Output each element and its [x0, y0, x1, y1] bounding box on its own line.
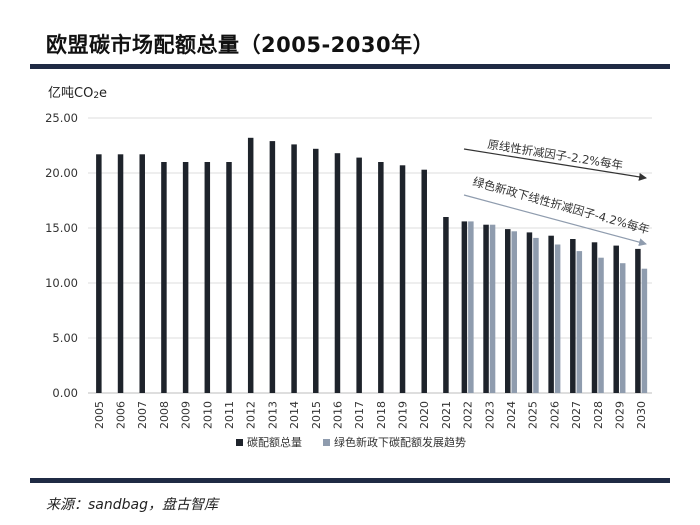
legend-label-total: 碳配额总量 [247, 435, 302, 449]
x-tick-label: 2028 [592, 401, 605, 429]
legend-swatch-total [236, 439, 243, 446]
bar-2030-total [635, 248, 641, 393]
y-axis-ticks: 0.00 5.00 10.00 15.00 20.00 25.00 [45, 111, 78, 400]
bar-2017-total [356, 157, 362, 393]
bar-2030-green-deal [641, 268, 648, 393]
x-tick-label: 2014 [288, 401, 301, 429]
x-tick-label: 2013 [266, 401, 279, 429]
legend: 碳配额总量 绿色新政下碳配额发展趋势 [236, 435, 466, 449]
x-tick-label: 2020 [418, 401, 431, 429]
legend-label-green-deal: 绿色新政下碳配额发展趋势 [334, 435, 466, 449]
x-tick-label: 2027 [570, 401, 583, 429]
y-tick-label: 10.00 [45, 276, 78, 290]
bar-2023-green-deal [489, 224, 496, 393]
y-tick-label: 0.00 [52, 386, 78, 400]
source-note: 来源：sandbag，盘古智库 [46, 497, 218, 513]
bar-2025-green-deal [533, 237, 539, 393]
bar-2027-total [570, 239, 576, 393]
x-tick-label: 2007 [136, 401, 149, 429]
top-divider [30, 64, 670, 69]
x-tick-label: 2023 [483, 401, 496, 429]
bars [96, 137, 648, 393]
unit-subscript: 2 [93, 91, 100, 101]
x-tick-label: 2017 [353, 401, 366, 429]
bar-2024-total [505, 229, 511, 393]
bar-2018-total [378, 162, 384, 393]
unit-tail: e [99, 86, 108, 101]
y-tick-label: 20.00 [45, 166, 78, 180]
x-tick-label: 2009 [180, 401, 193, 429]
bar-2007-total [139, 154, 145, 393]
bar-2028-total [591, 242, 598, 393]
bar-2026-green-deal [554, 244, 561, 393]
unit-main: 亿吨CO [48, 86, 94, 101]
bar-2020-total [421, 169, 427, 393]
bar-2011-total [226, 162, 232, 393]
bar-2015-total [313, 148, 319, 393]
bar-2023-total [483, 224, 489, 393]
x-tick-label: 2026 [548, 401, 561, 429]
x-tick-label: 2022 [462, 401, 475, 429]
x-tick-label: 2010 [201, 401, 214, 429]
bar-2009-total [182, 162, 189, 393]
bar-2013-total [269, 141, 276, 393]
legend-swatch-green-deal [323, 439, 330, 446]
bar-2029-total [613, 245, 619, 393]
y-tick-label: 5.00 [52, 331, 78, 345]
x-tick-label: 2015 [310, 401, 323, 429]
y-tick-label: 15.00 [45, 221, 78, 235]
bar-2014-total [291, 144, 297, 393]
x-tick-label: 2019 [397, 401, 410, 429]
x-tick-label: 2030 [635, 401, 648, 429]
x-tick-label: 2005 [93, 401, 106, 429]
x-tick-label: 2018 [375, 401, 388, 429]
bar-2028-green-deal [598, 257, 604, 393]
x-tick-label: 2029 [613, 401, 626, 429]
bar-2021-total [443, 217, 449, 393]
annotation-green-deal-lrf: 绿色新政下线性折减因子-4.2%每年 [471, 174, 651, 236]
bottom-divider [30, 478, 670, 483]
annotation-original-lrf: 原线性折减因子-2.2%每年 [487, 137, 624, 172]
x-tick-label: 2016 [331, 401, 344, 429]
bar-2027-green-deal [576, 251, 583, 393]
trend-arrow-original [463, 148, 647, 181]
x-axis-ticks: 2005 2006 2007 2008 2009 2010 2011 2012 2013 2014… [93, 401, 648, 429]
bar-2010-total [204, 162, 211, 393]
bar-2026-total [548, 235, 554, 393]
x-tick-label: 2025 [527, 401, 540, 429]
bar-2008-total [161, 162, 167, 393]
bar-2024-green-deal [511, 231, 517, 393]
bar-2005-total [96, 154, 102, 393]
y-axis-unit-label: 亿吨CO2e [48, 82, 107, 101]
bar-2022-total [461, 221, 468, 393]
y-tick-label: 25.00 [45, 111, 78, 125]
trend-arrow-green-deal [463, 194, 647, 247]
x-tick-label: 2011 [223, 401, 236, 429]
page-title: 欧盟碳市场配额总量（2005-2030年） [46, 33, 435, 57]
bar-2025-total [526, 232, 533, 393]
x-tick-label: 2012 [245, 401, 258, 429]
bar-2012-total [247, 137, 254, 393]
x-tick-label: 2024 [505, 401, 518, 429]
x-tick-label: 2021 [440, 401, 453, 429]
bar-2022-green-deal [468, 221, 474, 393]
x-tick-label: 2006 [115, 401, 128, 429]
bar-2019-total [399, 165, 406, 393]
bar-2016-total [334, 153, 341, 393]
bar-2006-total [117, 154, 124, 393]
bar-2029-green-deal [619, 263, 626, 393]
x-tick-label: 2008 [158, 401, 171, 429]
